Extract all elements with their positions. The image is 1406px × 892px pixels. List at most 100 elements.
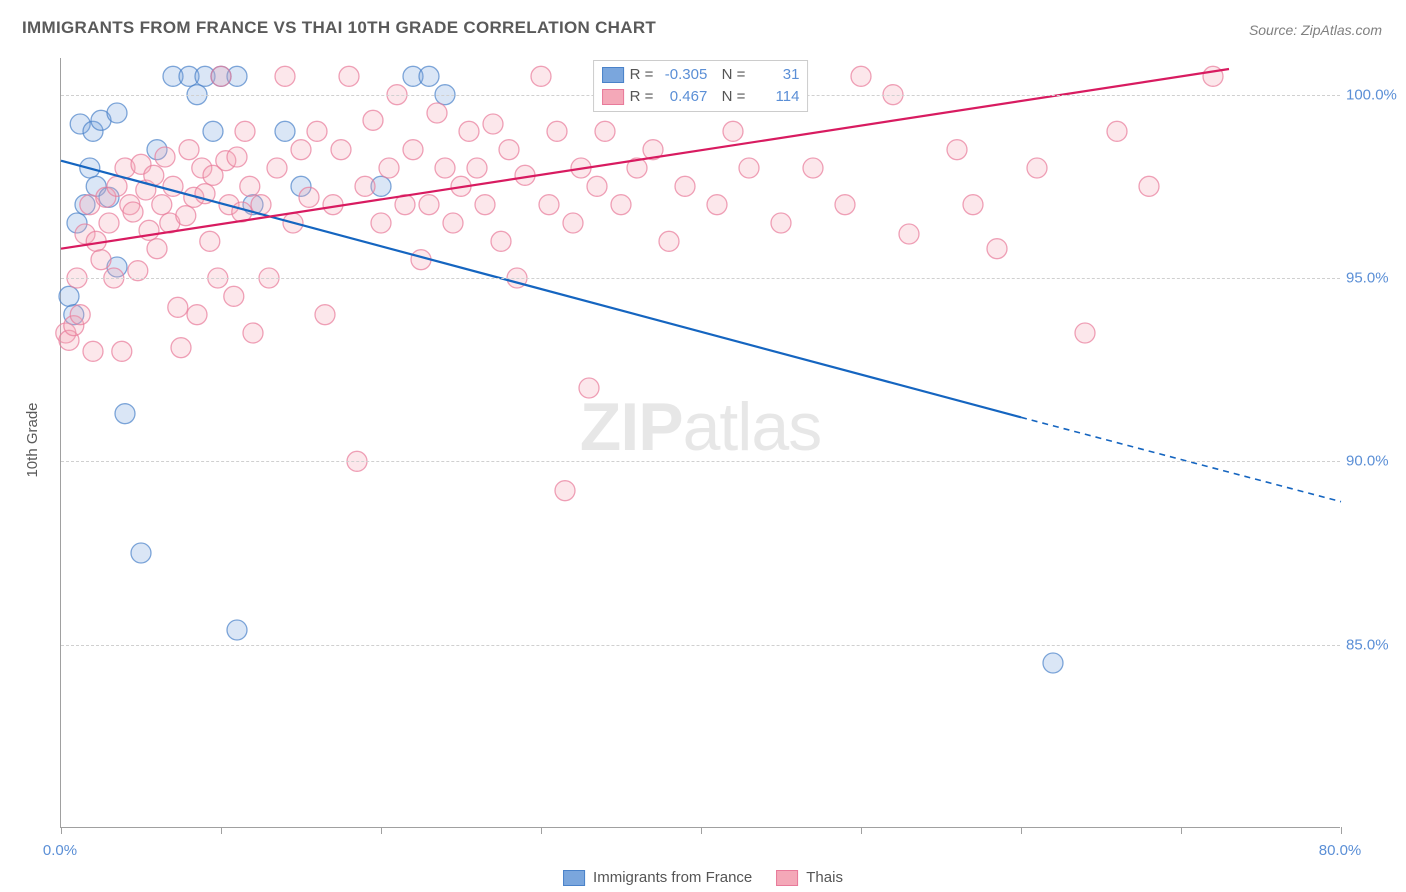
data-point [1139,176,1159,196]
data-point [107,176,127,196]
data-point [1075,323,1095,343]
data-point [675,176,695,196]
legend-item: Immigrants from France [563,869,752,886]
x-tick [701,827,702,834]
data-point [723,121,743,141]
data-point [70,305,90,325]
data-point [1043,653,1063,673]
gridline [61,461,1340,462]
data-point [467,158,487,178]
legend-correlation-box: R = -0.305 N = 31 R = 0.467 N = 114 [593,60,809,112]
data-point [267,158,287,178]
swatch-icon [602,67,624,83]
data-point [899,224,919,244]
y-axis-label: 10th Grade [24,402,41,477]
data-point [179,140,199,160]
data-point [144,165,164,185]
data-point [123,202,143,222]
legend-n-value: 31 [751,64,799,86]
data-point [235,121,255,141]
data-point [243,323,263,343]
data-point [331,140,351,160]
legend-bottom: Immigrants from France Thais [563,869,843,886]
data-point [59,286,79,306]
data-point [107,103,127,123]
data-point [112,341,132,361]
data-point [659,231,679,251]
x-tick [1021,827,1022,834]
x-tick [1341,827,1342,834]
y-tick-label: 85.0% [1346,636,1398,653]
data-point [176,206,196,226]
data-point [299,187,319,207]
data-point [499,140,519,160]
data-point [291,140,311,160]
chart-svg [61,58,1340,827]
swatch-icon [563,870,585,886]
data-point [152,195,172,215]
source-label: Source: ZipAtlas.com [1249,22,1382,38]
data-point [200,231,220,251]
data-point [99,213,119,233]
data-point [739,158,759,178]
x-tick [221,827,222,834]
data-point [851,66,871,86]
x-tick [381,827,382,834]
x-tick [61,827,62,834]
data-point [139,220,159,240]
data-point [555,481,575,501]
data-point [459,121,479,141]
gridline [61,278,1340,279]
data-point [227,620,247,640]
data-point [275,121,295,141]
legend-n-label: N = [713,86,745,108]
y-tick-label: 95.0% [1346,270,1398,287]
data-point [240,176,260,196]
x-tick-label: 80.0% [1319,842,1362,859]
data-point [435,158,455,178]
data-point [475,195,495,215]
plot-area: ZIPatlas R = -0.305 N = 31 R = 0.467 N =… [60,58,1340,828]
data-point [168,297,188,317]
data-point [443,213,463,233]
data-point [539,195,559,215]
legend-r-value: 0.467 [659,86,707,108]
legend-r-value: -0.305 [659,64,707,86]
data-point [91,250,111,270]
data-point [563,213,583,233]
data-point [371,213,391,233]
y-tick-label: 90.0% [1346,453,1398,470]
legend-item: Thais [776,869,843,886]
chart-title: IMMIGRANTS FROM FRANCE VS THAI 10TH GRAD… [22,18,656,38]
data-point [987,239,1007,259]
data-point [803,158,823,178]
data-point [483,114,503,134]
data-point [419,195,439,215]
data-point [771,213,791,233]
legend-row: R = -0.305 N = 31 [602,64,800,86]
data-point [275,66,295,86]
data-point [531,66,551,86]
data-point [187,305,207,325]
legend-n-value: 114 [751,86,799,108]
data-point [315,305,335,325]
x-tick [541,827,542,834]
x-tick-label: 0.0% [43,842,77,859]
legend-label: Thais [806,869,843,886]
data-point [211,66,231,86]
x-tick [1181,827,1182,834]
data-point [547,121,567,141]
data-point [363,110,383,130]
data-point [707,195,727,215]
data-point [83,341,103,361]
data-point [224,286,244,306]
legend-r-label: R = [630,86,654,108]
data-point [147,239,167,259]
swatch-icon [776,870,798,886]
data-point [579,378,599,398]
legend-label: Immigrants from France [593,869,752,886]
legend-r-label: R = [630,64,654,86]
regression-line-extrapolated [1021,417,1341,501]
data-point [427,103,447,123]
data-point [339,66,359,86]
